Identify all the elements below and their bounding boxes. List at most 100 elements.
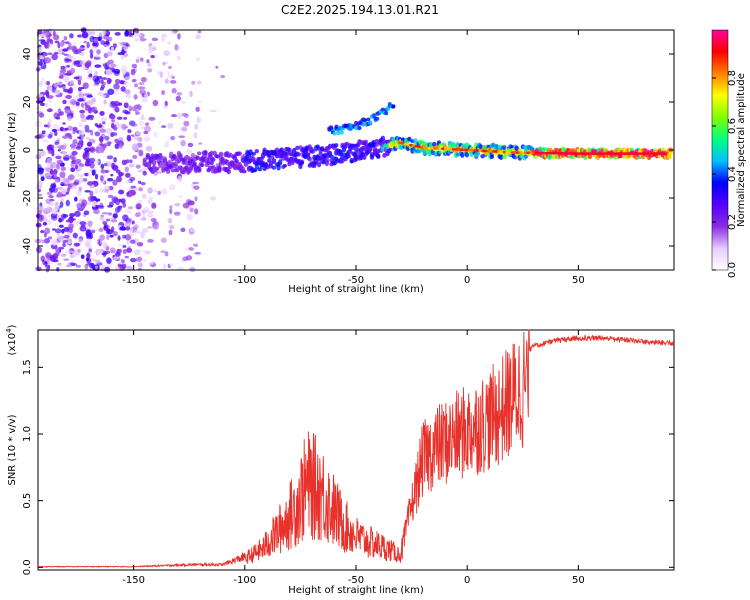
spectrogram-cell [83,40,87,44]
spectrogram-cell [475,151,481,156]
spectrogram-cell [160,188,168,195]
spectrogram-cell [103,162,108,167]
spectrogram-cell [163,50,171,57]
spectrogram-cell [97,250,103,255]
spectrogram-cell [362,117,367,122]
spectrogram-cell [67,183,72,190]
spectrogram-cell [157,121,162,125]
spectrogram-cell [62,75,70,83]
spectrogram-cell [93,38,99,44]
snr-panel: -150 -100 -50 0 50 0.0 0.5 1.0 1.5 Height of st… [5,324,675,596]
spectrogram-cell [72,139,78,145]
spectrogram-cell [138,82,145,85]
spectrogram-cell [193,243,199,247]
spectrogram-cell [82,151,90,157]
spectrogram-cell [174,43,179,51]
spectrogram-cell [99,86,104,91]
spectrogram-cell [209,109,217,113]
spectrogram-cell [82,178,88,182]
spectrogram-cell [195,34,201,40]
spectrogram-cell [94,64,102,68]
spectrogram-cell [86,141,93,147]
spectrogram-cell [159,71,164,78]
spectrogram-cell [44,261,48,268]
spectrogram-cell [271,158,277,165]
spectrogram-cell [189,207,194,213]
spectrogram-cell [122,202,127,208]
spectrogram-cell [84,124,90,131]
spectrogram-cell [86,76,94,80]
spectrogram-cell [587,154,593,160]
spectrogram-cell [113,256,120,260]
spectrogram-cell [271,165,277,170]
spectrogram-cell [91,46,98,51]
spectrogram-cell [105,218,111,222]
x-tick-label: -150 [122,275,145,286]
spectrogram-cell [116,175,122,183]
spectrogram-cell [75,172,80,177]
spectrogram-cell [127,136,132,142]
spectrogram-cell [514,145,519,151]
spectrogram-cell [45,89,49,96]
x-tick-label: -100 [233,275,256,286]
spectrogram-cell [127,32,133,38]
spectrogram-cell [376,153,381,159]
snr-frame [37,329,675,571]
colorbar-label: Normalized spectral amplitude [736,73,747,227]
spectrogram-cell [137,136,143,142]
spectrogram-cell [46,191,53,196]
spectrogram-cell [129,257,137,263]
spectrogram-cell [101,212,109,215]
spectrogram-cell [134,212,140,217]
spectrogram-cell [35,222,42,228]
spectrogram-cell [122,214,129,222]
spectrogram-cell [147,238,154,243]
spectrogram-cell [332,161,337,166]
spectrogram-cell [94,265,99,270]
spectrogram-cell [102,29,107,36]
spectrogram-cell [318,152,323,157]
spectrogram-cell [69,80,74,85]
spectrogram-cell [100,94,107,98]
spectrogram-x-ticks: -150 -100 -50 0 50 [122,30,585,286]
spectrogram-cell [86,201,92,206]
spectrogram-cell [94,131,101,137]
spectrogram-cell [116,116,123,120]
spectrogram-cell [50,261,54,265]
spectrogram-cell [117,235,121,241]
x-tick-label: -50 [348,275,364,286]
spectrogram-cell [110,63,117,68]
spectrogram-cell [137,262,143,268]
spectrogram-cell [168,229,173,236]
spectrogram-cell [112,213,118,219]
spectrogram-cell [140,126,145,129]
spectrogram-cell [88,157,96,164]
spectrogram-cell [61,52,65,56]
spectrogram-cell [66,64,70,68]
spectrogram-cell [112,43,117,49]
spectrogram-cell [72,181,79,186]
spectrogram-cell [170,136,175,141]
spectrogram-cell [49,28,54,34]
spectrogram-cell [99,143,104,146]
spectrogram-cell [140,217,147,221]
spectrogram-cell [57,145,64,149]
spectrogram-cell [80,133,85,140]
spectrogram-cell [125,180,132,183]
spectrogram-cell [92,201,98,205]
spectrogram-cell [52,187,58,193]
spectrogram-cell [145,145,153,152]
spectrogram-cell [37,167,45,173]
spectrogram-cell [128,30,132,34]
spectrogram-cell [70,167,76,173]
spectrogram-cell [37,193,43,197]
spectrogram-cell [125,71,130,77]
spectrogram-cell [68,134,73,140]
spectrogram-cell [141,249,147,253]
spectrogram-cell [56,159,64,165]
spectrogram-cell [73,242,80,247]
spectrogram-cell [79,109,86,114]
x-tick-label: -50 [348,575,364,586]
spectrogram-cell [99,216,105,222]
spectrogram-cell [72,129,76,135]
